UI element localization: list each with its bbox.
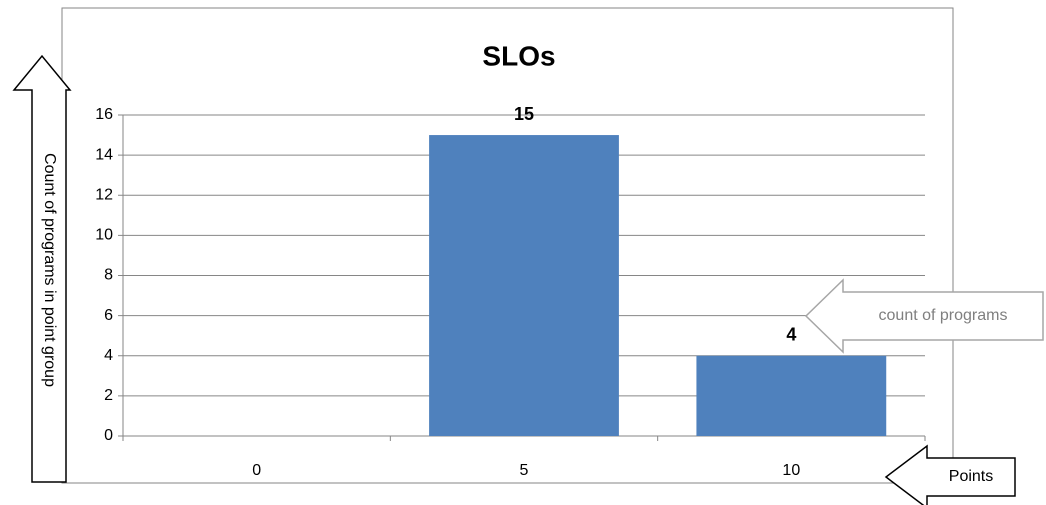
bar — [429, 135, 619, 436]
x-axis-note: Points — [949, 468, 993, 485]
bar-note-arrow — [804, 278, 1044, 354]
x-tick-label: 10 — [782, 462, 800, 479]
data-label: 15 — [514, 104, 534, 124]
y-tick-label: 16 — [95, 106, 113, 123]
y-tick-label: 8 — [104, 267, 113, 284]
y-tick-label: 4 — [104, 347, 113, 364]
y-tick-label: 6 — [104, 307, 113, 324]
x-axis-arrow — [884, 444, 1016, 505]
y-tick-label: 10 — [95, 227, 113, 244]
bar-note: count of programs — [879, 307, 1008, 324]
bar — [696, 355, 887, 436]
x-tick-label: 0 — [252, 462, 261, 479]
x-tick-label: 5 — [520, 462, 529, 479]
y-tick-label: 0 — [104, 427, 113, 444]
y-tick-label: 14 — [95, 146, 113, 163]
y-tick-label: 2 — [104, 387, 113, 404]
y-axis-note: Count of programs in point group — [41, 153, 58, 387]
data-label: 4 — [786, 325, 796, 345]
chart-title: SLOs — [482, 40, 555, 71]
y-axis-arrow — [12, 54, 72, 483]
y-tick-label: 12 — [95, 186, 113, 203]
